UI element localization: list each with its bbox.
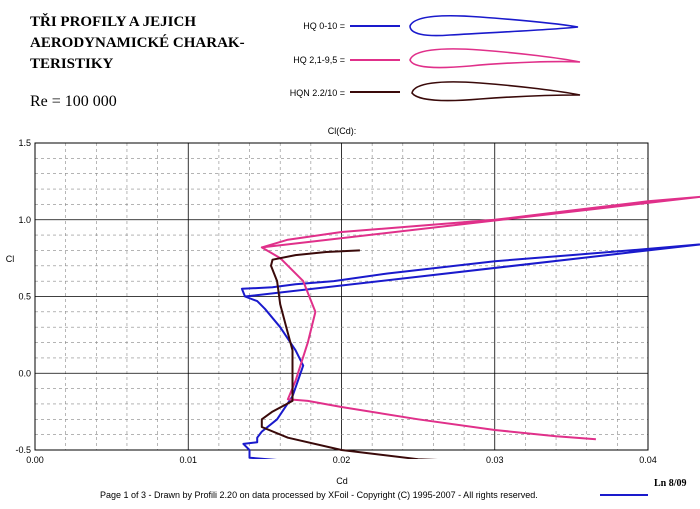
y-tick-label: -0.5	[15, 445, 31, 455]
x-axis-label: Cd	[336, 476, 348, 486]
title-line-3: TERISTIKY	[30, 56, 114, 72]
title-line-2: AERODYNAMICKÉ CHARAK-	[30, 35, 245, 51]
y-tick-label: 0.5	[18, 292, 31, 302]
y-tick-label: 1.0	[18, 215, 31, 225]
airfoil-hq-0-10	[409, 14, 579, 37]
data-series	[240, 195, 700, 459]
chart-grid	[34, 142, 649, 451]
series-line-2	[260, 195, 700, 441]
legend-label-hqn-22-10: HQN 2.2/10 =	[289, 88, 345, 98]
x-tick-label: 0.04	[639, 455, 657, 465]
footer-text: Page 1 of 3 - Drawn by Profili 2.20 on d…	[100, 490, 538, 500]
legend-label-hq-21-95: HQ 2,1-9,5 =	[293, 55, 345, 65]
series-line-3	[260, 249, 438, 459]
legend-label-hq-0-10: HQ 0-10 =	[303, 21, 345, 31]
chart-title: TŘI PROFILY A JEJICH AERODYNAMICKÉ CHARA…	[30, 12, 280, 75]
x-tick-label: 0.00	[26, 455, 44, 465]
x-tick-label: 0.01	[179, 455, 197, 465]
airfoil-hqn-22-10	[411, 81, 581, 102]
reynolds-number: Re = 100 000	[30, 93, 117, 110]
title-line-1: TŘI PROFILY A JEJICH	[30, 14, 197, 30]
airfoil-hq-21-95	[409, 48, 581, 69]
chart-subtitle: Cl(Cd):	[328, 126, 357, 136]
series-line-1	[240, 243, 700, 459]
x-tick-label: 0.02	[333, 455, 351, 465]
y-axis-label: Cl	[6, 254, 15, 264]
page-code: Ln 8/09	[654, 478, 687, 489]
x-tick-label: 0.03	[486, 455, 504, 465]
tick-labels: 0.00 0.01 0.02 0.03 0.04 -0.5 0.0 0.5 1.0 1.5	[15, 138, 656, 465]
y-tick-label: 0.0	[18, 368, 31, 378]
y-tick-label: 1.5	[18, 138, 31, 148]
